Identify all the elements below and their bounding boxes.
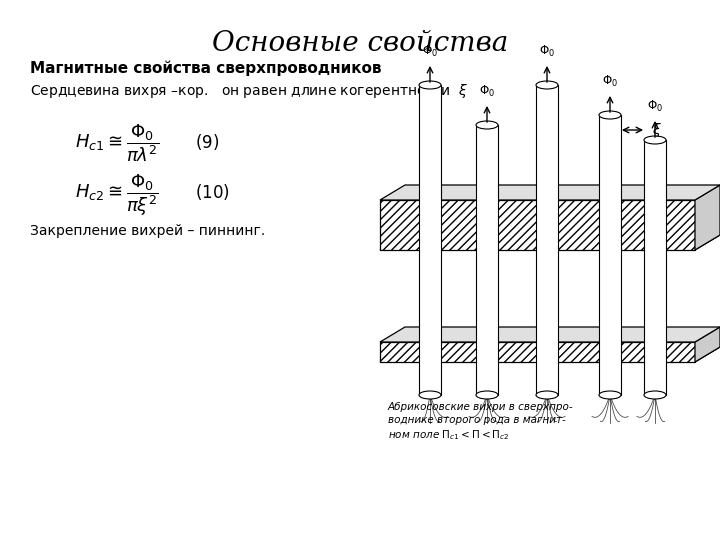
Text: $\Phi_0$: $\Phi_0$ xyxy=(602,74,618,89)
Text: Основные свойства: Основные свойства xyxy=(212,30,508,57)
Polygon shape xyxy=(695,327,720,362)
Text: $\xi$: $\xi$ xyxy=(652,121,662,139)
Polygon shape xyxy=(380,327,720,342)
Ellipse shape xyxy=(536,81,558,89)
Text: $H_{c1} \cong \dfrac{\Phi_0}{\pi\lambda^2}$: $H_{c1} \cong \dfrac{\Phi_0}{\pi\lambda^… xyxy=(75,122,159,164)
Polygon shape xyxy=(380,235,720,250)
Polygon shape xyxy=(644,140,666,395)
Polygon shape xyxy=(380,200,695,250)
Ellipse shape xyxy=(419,81,441,89)
Text: Магнитные свойства сверхпроводников: Магнитные свойства сверхпроводников xyxy=(30,60,382,76)
Ellipse shape xyxy=(599,111,621,119)
Polygon shape xyxy=(536,85,558,395)
Text: $\Phi_0$: $\Phi_0$ xyxy=(422,44,438,59)
Text: $H_{c2} \cong \dfrac{\Phi_0}{\pi\xi^2}$: $H_{c2} \cong \dfrac{\Phi_0}{\pi\xi^2}$ xyxy=(75,172,159,218)
Text: $\Phi_0$: $\Phi_0$ xyxy=(479,84,495,99)
Ellipse shape xyxy=(419,391,441,399)
Text: $\Phi_0$: $\Phi_0$ xyxy=(647,99,663,114)
Ellipse shape xyxy=(476,121,498,129)
Polygon shape xyxy=(380,185,720,200)
Polygon shape xyxy=(695,185,720,250)
Polygon shape xyxy=(476,125,498,395)
Ellipse shape xyxy=(644,136,666,144)
Text: Абрикосовские вихри в сверхпро-: Абрикосовские вихри в сверхпро- xyxy=(388,402,574,412)
Polygon shape xyxy=(380,347,720,362)
Text: ном поле $\Pi_{c1} < \Pi < \Pi_{c2}$: ном поле $\Pi_{c1} < \Pi < \Pi_{c2}$ xyxy=(388,428,510,442)
Polygon shape xyxy=(419,85,441,395)
Ellipse shape xyxy=(536,391,558,399)
Polygon shape xyxy=(599,115,621,395)
Text: воднике второго рода в магнит-: воднике второго рода в магнит- xyxy=(388,415,566,425)
Polygon shape xyxy=(380,342,695,362)
Text: $\Phi_0$: $\Phi_0$ xyxy=(539,44,555,59)
Ellipse shape xyxy=(476,391,498,399)
Ellipse shape xyxy=(644,391,666,399)
Text: Сердцевина вихря –кор.   он равен длине когерентности  $\xi$: Сердцевина вихря –кор. он равен длине ко… xyxy=(30,82,468,100)
Ellipse shape xyxy=(599,391,621,399)
Text: Закрепление вихрей – пиннинг.: Закрепление вихрей – пиннинг. xyxy=(30,224,265,238)
Text: $(9)$: $(9)$ xyxy=(195,132,219,152)
Text: $(10)$: $(10)$ xyxy=(195,182,230,202)
